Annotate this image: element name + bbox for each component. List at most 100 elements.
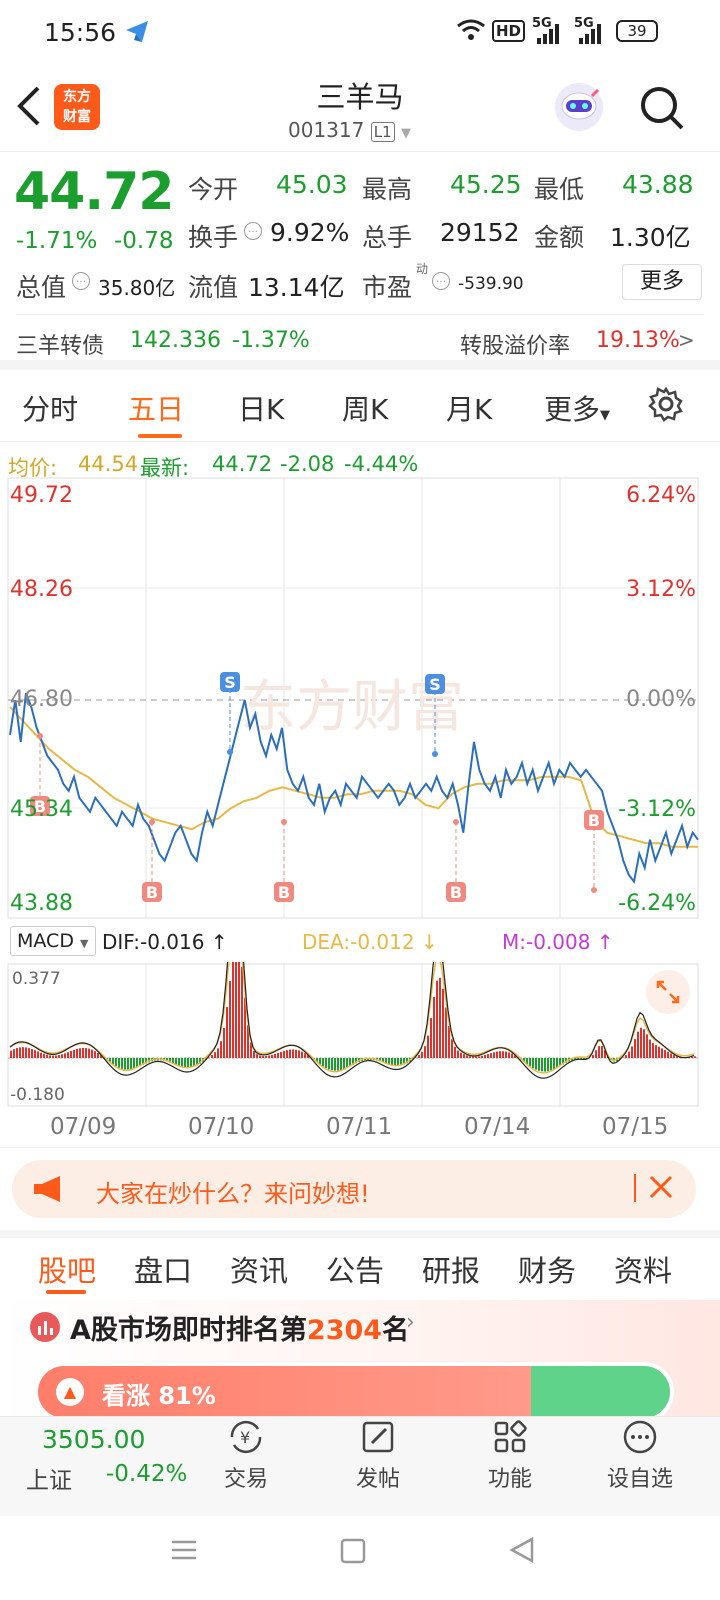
more-button[interactable]: 更多 — [622, 264, 702, 300]
macd-bar — [523, 1058, 525, 1062]
marker-dot — [149, 819, 155, 825]
bond-change: -1.37% — [232, 328, 310, 353]
macd-bar — [625, 1055, 627, 1058]
dea-arrow: ↓ — [420, 930, 438, 954]
premium-label[interactable]: 转股溢价率 — [460, 334, 571, 359]
macd-bar — [529, 1058, 531, 1067]
latest-label: 最新: — [140, 456, 190, 480]
marker-label: B — [146, 883, 158, 902]
home-icon[interactable] — [340, 1538, 366, 1568]
search-icon[interactable] — [638, 84, 686, 136]
amount-label: 金额 — [534, 223, 585, 252]
info-icon[interactable]: … — [432, 272, 450, 290]
tab-pankou[interactable]: 盘口 — [134, 1254, 193, 1288]
marker-label: B — [450, 883, 462, 902]
section-gap — [0, 1230, 720, 1238]
macd-bar — [277, 1052, 279, 1058]
robot-avatar-icon[interactable] — [552, 80, 606, 134]
y-tick-right: 6.24% — [626, 483, 696, 508]
macd-bar — [316, 1058, 318, 1063]
chevron-right-icon[interactable]: > — [678, 328, 695, 352]
macd-bar — [22, 1047, 24, 1058]
macd-bar — [43, 1053, 45, 1058]
macd-bar — [352, 1058, 354, 1065]
nav-post[interactable]: 发帖 — [348, 1417, 408, 1513]
back-nav-icon[interactable] — [508, 1536, 536, 1568]
mktcap-label: 总值 — [16, 273, 67, 302]
tab-month-k[interactable]: 月K — [446, 393, 493, 426]
macd-bar — [634, 1039, 636, 1058]
tab-underline — [138, 434, 182, 438]
marker-label: S — [224, 673, 236, 692]
tab-more[interactable]: 更多▼ — [544, 388, 610, 428]
tab-underline — [46, 1290, 86, 1294]
grid-icon — [494, 1420, 527, 1453]
tab-announcement[interactable]: 公告 — [326, 1254, 385, 1288]
macd-bar — [28, 1048, 30, 1058]
system-nav-bar — [0, 1516, 720, 1600]
settings-icon[interactable] — [648, 386, 684, 429]
macd-selector[interactable]: MACD ▼ — [10, 926, 96, 956]
x-axis: 07/09 07/10 07/11 07/14 07/15 — [0, 1112, 720, 1148]
tab-profile[interactable]: 资料 — [614, 1254, 673, 1288]
macd-bar — [676, 1056, 678, 1058]
tab-intraday[interactable]: 分时 — [22, 393, 79, 426]
macd-bar — [673, 1055, 675, 1058]
tab-research[interactable]: 研报 — [422, 1254, 481, 1288]
status-time: 15:56 — [44, 18, 117, 47]
macd-bar — [49, 1055, 51, 1058]
5g-icon-2: 5G — [574, 16, 594, 31]
nav-trade[interactable]: ¥ 交易 — [216, 1417, 276, 1513]
rank-section[interactable]: A股市场即时排名第2304名 › ▲ 看涨 81% — [0, 1300, 720, 1422]
nav-add-watchlist[interactable]: 设自选 — [600, 1417, 680, 1513]
marker-dot — [37, 733, 43, 739]
macd-bar — [100, 1055, 102, 1058]
index-name[interactable]: 上证 — [26, 1468, 72, 1494]
macd-bar — [337, 1058, 339, 1071]
info-icon[interactable]: … — [244, 222, 262, 240]
turnover-value: 9.92% — [270, 218, 350, 247]
y-tick-left: 43.88 — [10, 891, 73, 916]
back-icon[interactable] — [14, 84, 44, 132]
marker-dot — [591, 887, 597, 893]
hd-icon: HD — [492, 20, 526, 42]
menu-icon[interactable] — [170, 1536, 198, 1568]
tab-guba[interactable]: 股吧 — [38, 1254, 97, 1288]
stock-code[interactable]: 001317 L1 ▼ — [288, 118, 411, 142]
tab-day-k[interactable]: 日K — [238, 393, 285, 426]
macd-bar — [592, 1055, 594, 1058]
bond-name[interactable]: 三羊转债 — [16, 334, 105, 359]
tab-week-k[interactable]: 周K — [342, 393, 389, 426]
macd-bar — [538, 1058, 540, 1071]
caret-down-icon: ▼ — [600, 408, 611, 423]
index-value[interactable]: 3505.00 — [42, 1425, 146, 1454]
macd-bar — [691, 1057, 693, 1058]
macd-bar — [424, 1046, 426, 1058]
macd-bar — [478, 1056, 480, 1058]
nav-functions[interactable]: 功能 — [480, 1417, 540, 1513]
open-label: 今开 — [188, 175, 239, 204]
brand-logo[interactable]: 东方财富 — [54, 84, 100, 130]
macd-chart[interactable]: 0.377 -0.180 — [0, 962, 720, 1108]
divider — [634, 1174, 636, 1202]
expand-icon[interactable] — [646, 970, 690, 1014]
promo-banner[interactable]: 大家在炒什么？来问妙想! — [12, 1160, 696, 1218]
tab-finance[interactable]: 财务 — [518, 1254, 577, 1288]
battery-icon: 39 — [616, 20, 658, 42]
y-tick-right: -6.24% — [618, 891, 696, 916]
close-icon[interactable] — [646, 1172, 676, 1206]
macd-bar — [19, 1047, 21, 1058]
tab-news[interactable]: 资讯 — [230, 1254, 289, 1288]
macd-bar — [169, 1058, 171, 1063]
avg-label: 均价: — [8, 456, 58, 480]
tab-five-day[interactable]: 五日 — [128, 393, 185, 426]
vote-bar[interactable]: ▲ 看涨 81% — [34, 1362, 674, 1422]
info-icon[interactable]: … — [72, 272, 90, 290]
x-tick: 07/11 — [326, 1114, 393, 1140]
svg-text:¥: ¥ — [240, 1428, 250, 1447]
macd-bar — [289, 1049, 291, 1058]
volume-label: 总手 — [362, 223, 413, 252]
macd-bar — [385, 1058, 387, 1064]
macd-bar — [394, 1058, 396, 1066]
